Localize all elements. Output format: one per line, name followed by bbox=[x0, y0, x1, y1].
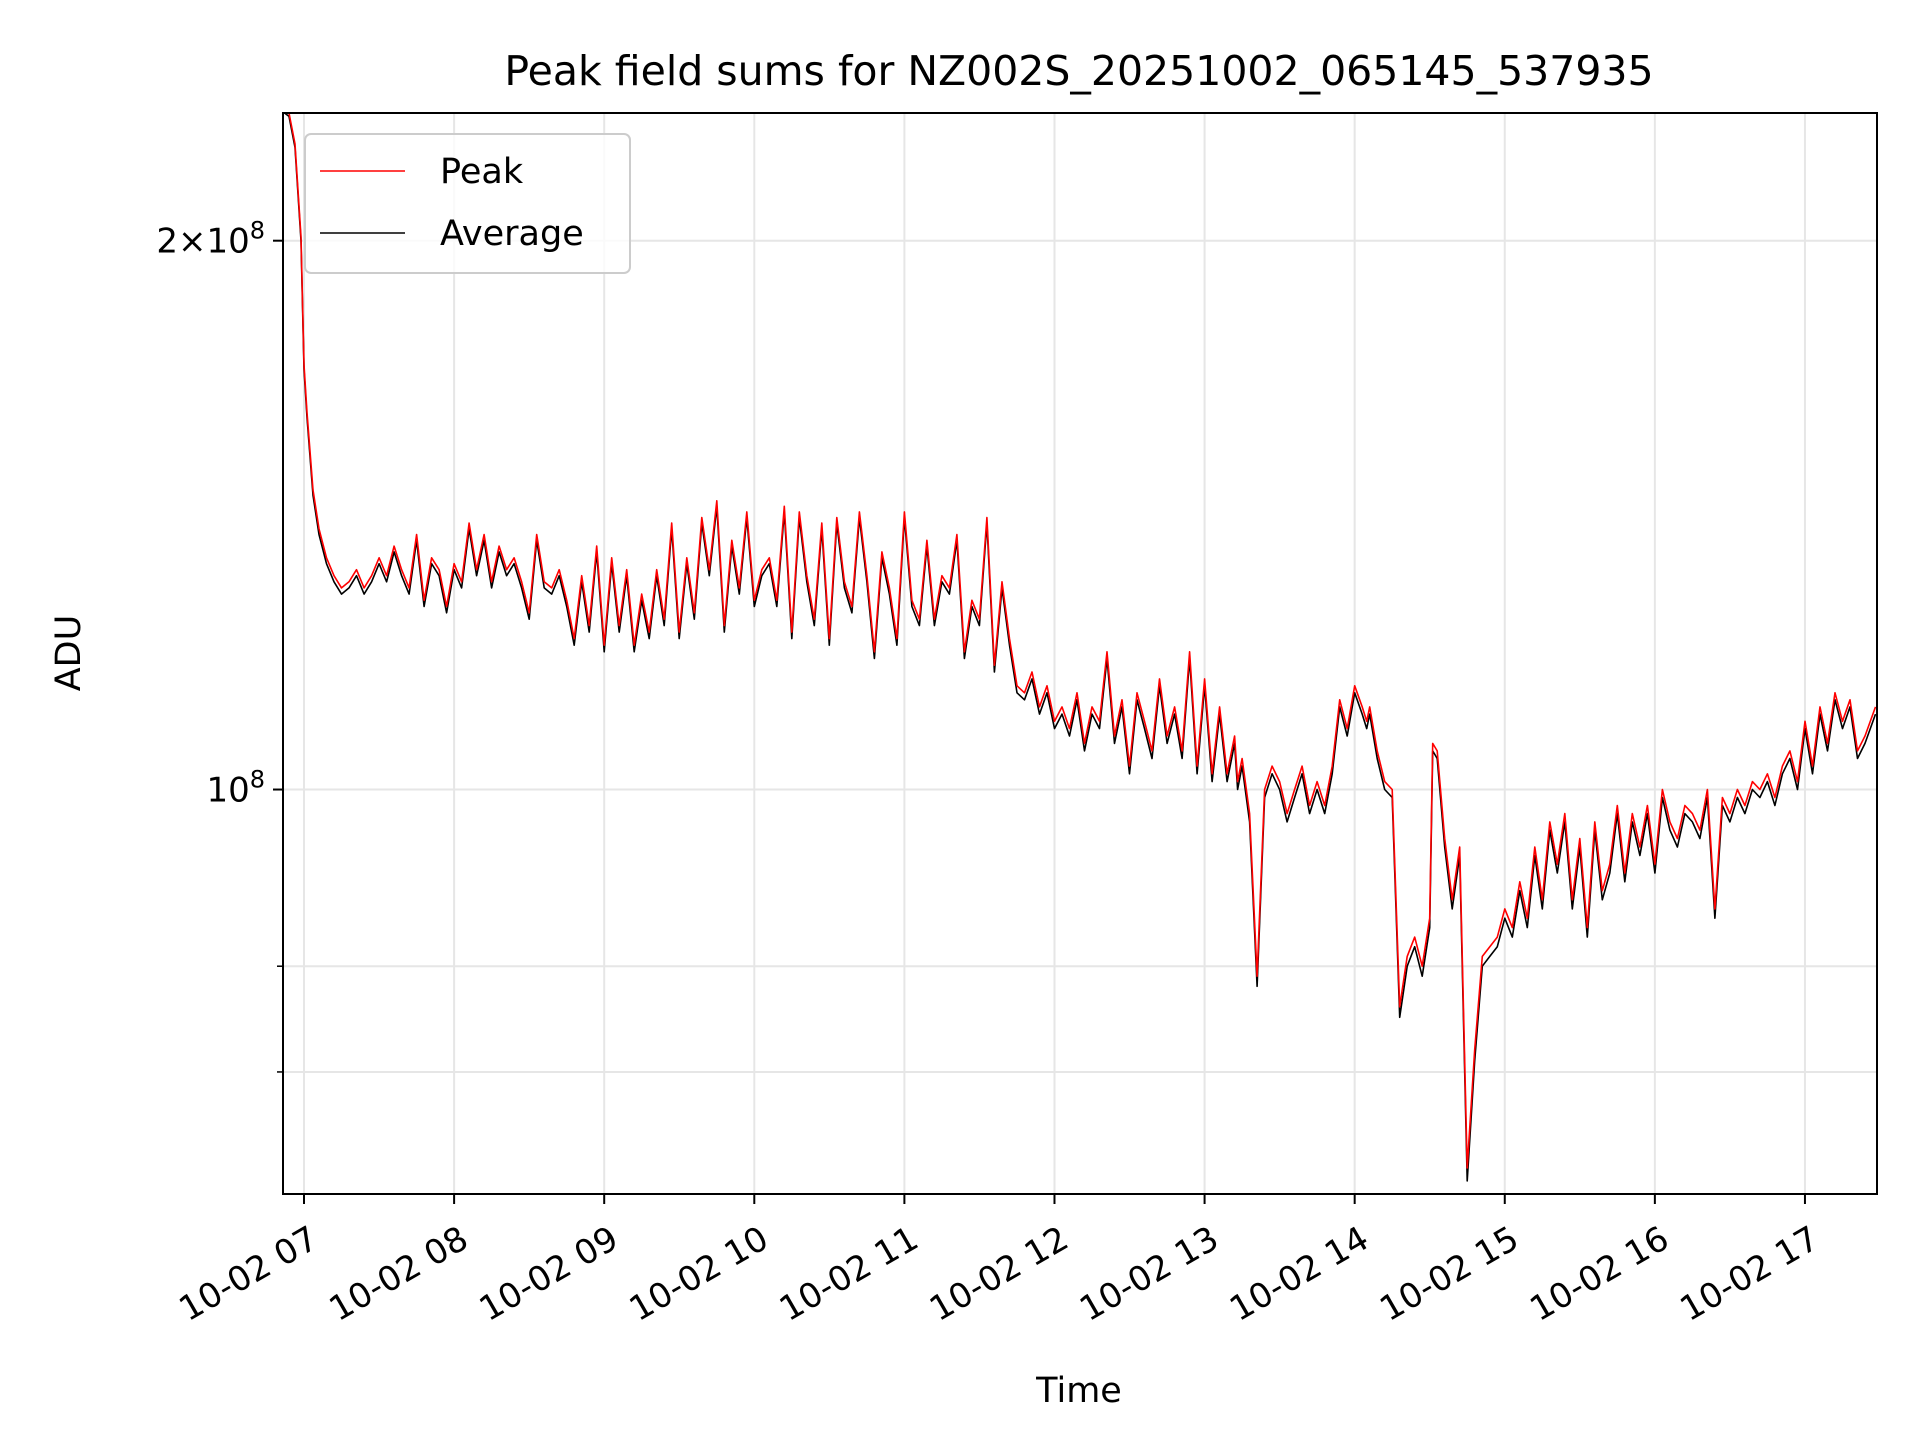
y-tick-label: 108 bbox=[206, 766, 265, 811]
y-axis-label: ADU bbox=[49, 615, 89, 692]
grid bbox=[283, 113, 1877, 1194]
plot-frame bbox=[282, 112, 1878, 1195]
chart-title: Peak field sums for NZ002S_20251002_0651… bbox=[504, 47, 1653, 95]
series-line-average bbox=[284, 113, 1877, 1182]
y-tick-label: 2×108 bbox=[156, 217, 265, 262]
x-axis-label: Time bbox=[1035, 1371, 1122, 1411]
legend: Peak Average bbox=[304, 133, 631, 274]
y-axis-ticks: 108 2×108 bbox=[156, 217, 283, 811]
series-line-peak bbox=[287, 113, 1877, 1169]
legend-average-label: Average bbox=[440, 214, 584, 254]
legend-peak-label: Peak bbox=[440, 152, 524, 192]
legend-box bbox=[304, 133, 631, 274]
series-group bbox=[284, 113, 1877, 1182]
